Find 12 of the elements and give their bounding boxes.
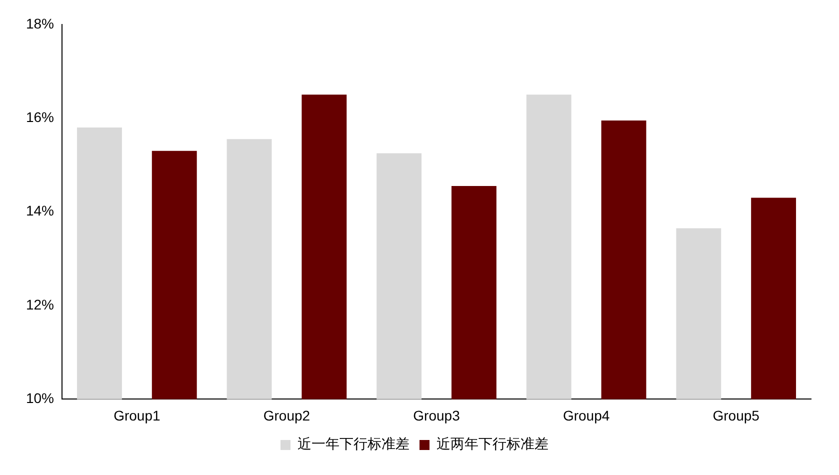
legend-label: 近两年下行标准差 — [436, 436, 548, 453]
x-tick-label: Group5 — [712, 407, 760, 424]
y-tick-label: 18% — [26, 15, 54, 32]
x-tick-label: Group1 — [114, 407, 160, 424]
x-tick-label: Group3 — [413, 407, 460, 424]
x-tick-label: Group2 — [263, 407, 310, 424]
y-tick-label: 14% — [26, 202, 54, 219]
x-tick-label: Group4 — [562, 407, 610, 424]
legend-label: 近一年下行标准差 — [298, 436, 410, 453]
y-tick-label: 16% — [26, 108, 54, 125]
y-tick-label: 10% — [26, 390, 54, 406]
y-tick-label: 12% — [26, 296, 54, 312]
